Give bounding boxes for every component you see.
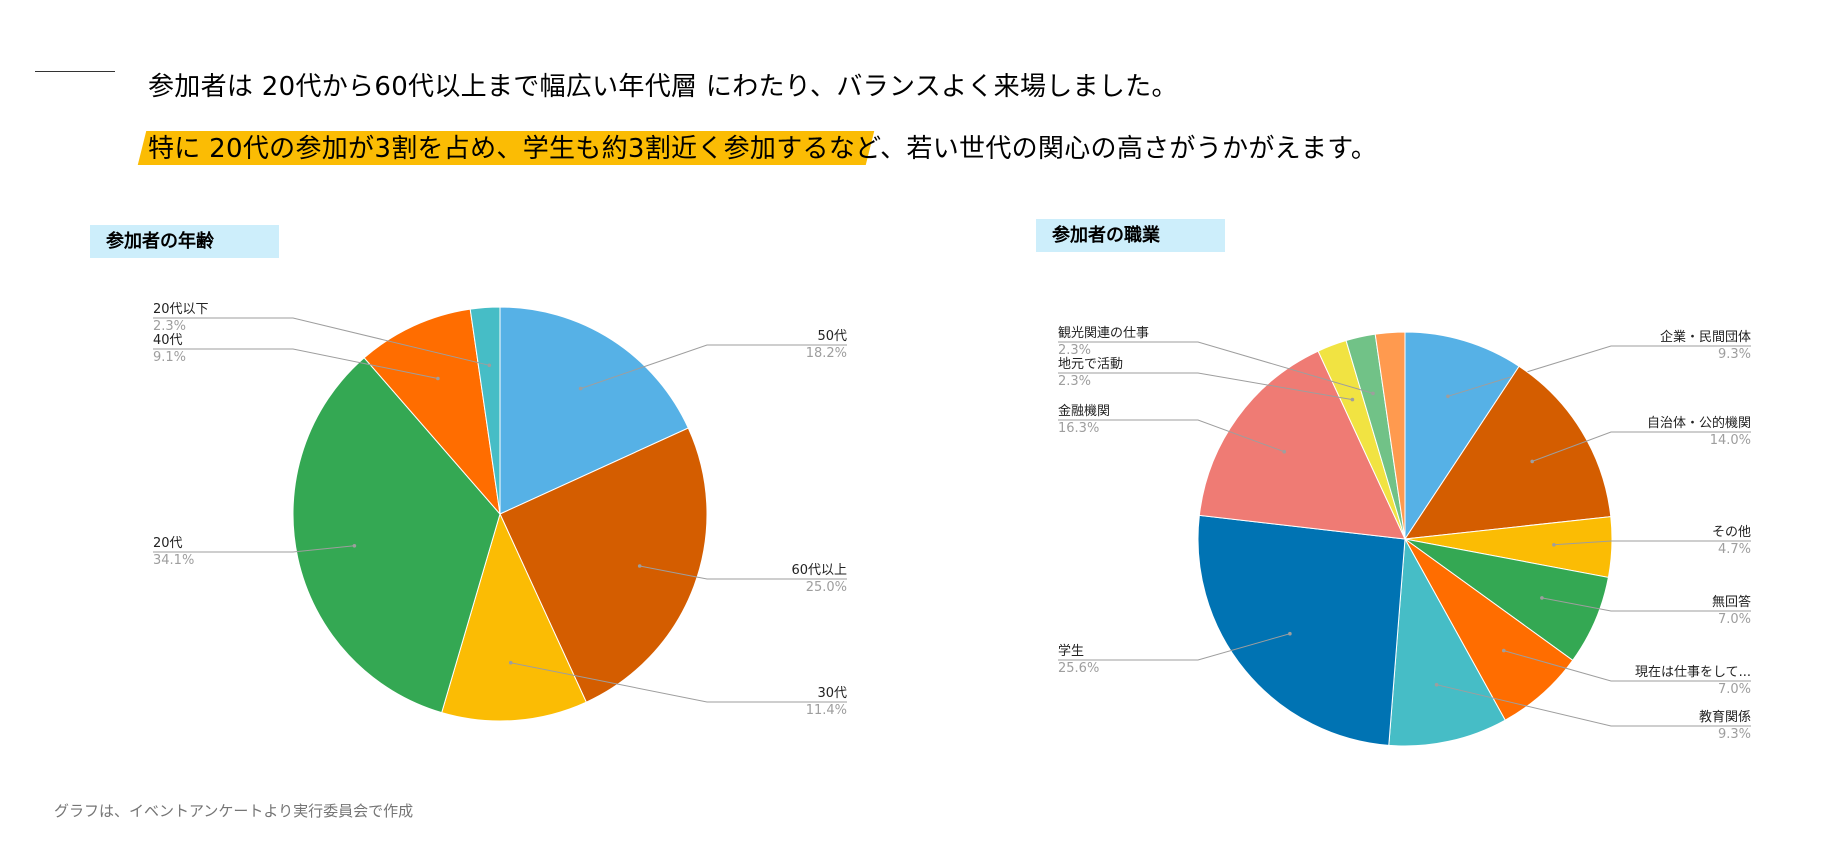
age-slice-0-leader-line (580, 344, 847, 390)
job-slice-7-label: 金融機関 (1058, 403, 1110, 419)
age-slice-3-leader-dot (352, 544, 357, 548)
age-slice-5-label: 20代以下 (153, 302, 209, 317)
age-slice-2-label: 30代 (817, 686, 847, 701)
age-slice-1-label: 60代以上 (791, 563, 847, 578)
age-slice-0 (499, 306, 689, 515)
job-slice-9-value-label: 2.3% (1058, 343, 1091, 358)
job-slice-3-leader-line (1541, 597, 1751, 612)
job-slice-1-label: 自治体・公的機関 (1647, 415, 1751, 431)
age-slice-5-leader-dot (487, 363, 492, 368)
job-slice-6-value-label: 25.6% (1058, 661, 1099, 676)
headline-line-1: 参加者は 20代から60代以上まで幅広い年代層 にわたり、バランスよく来場しまし… (148, 72, 1178, 102)
age-slice-1 (499, 427, 708, 703)
job-slice-8-value-label: 2.3% (1058, 374, 1091, 389)
job-slice-10 (1374, 331, 1406, 540)
job-slice-8-leader-dot (1350, 397, 1355, 402)
age-slice-1-value-label: 25.0% (806, 580, 847, 595)
age-slice-1-leader-line (639, 565, 847, 580)
job-slice-3-label: 無回答 (1712, 594, 1751, 610)
age-slice-2-leader-line (510, 662, 847, 703)
job-slice-7 (1198, 350, 1406, 540)
job-slice-6-leader-line (1058, 633, 1291, 661)
age-chart-title: 参加者の年齢 (90, 225, 279, 258)
job-slice-6-label: 学生 (1058, 643, 1084, 659)
job-slice-0-value-label: 9.3% (1718, 347, 1751, 362)
age-slice-0-label: 50代 (817, 329, 847, 344)
age-slice-3-leader-line (153, 545, 355, 553)
job-slice-9-leader-dot (1371, 391, 1375, 396)
age-slice-3-value-label: 34.1% (153, 553, 194, 568)
age-slice-4-label: 40代 (153, 333, 183, 348)
job-slice-4-label: 現在は仕事をして... (1635, 665, 1751, 680)
job-slice-0-label: 企業・民間団体 (1660, 329, 1751, 345)
job-slice-1 (1403, 365, 1612, 540)
job-slice-3-leader-dot (1540, 596, 1544, 600)
job-slice-2-value-label: 4.7% (1718, 542, 1751, 557)
job-slice-1-value-label: 14.0% (1710, 433, 1751, 448)
job-slice-5-leader-line (1436, 684, 1751, 727)
age-slice-0-value-label: 18.2% (806, 346, 847, 361)
job-slice-6 (1197, 514, 1406, 746)
age-slice-3 (292, 357, 501, 714)
job-slice-8-leader-line (1058, 372, 1353, 401)
age-slice-4-value-label: 9.1% (153, 350, 186, 365)
age-slice-4-leader-line (153, 348, 438, 379)
job-slice-0 (1404, 331, 1520, 541)
job-slice-4-leader-line (1503, 650, 1751, 682)
age-slice-0-leader-dot (578, 386, 583, 391)
job-slice-7-leader-dot (1282, 449, 1286, 454)
job-slice-9-leader-line (1058, 341, 1374, 394)
age-slice-1-leader-dot (637, 564, 642, 568)
age-slice-5 (469, 306, 501, 515)
age-slice-4 (363, 308, 501, 516)
headline-line-2: 特に 20代の参加が3割を占め、学生も約3割近く参加するなど、若い世代の関心の高… (148, 134, 1378, 164)
footnote: グラフは、イベントアンケートより実行委員会で作成 (54, 802, 414, 820)
age-slice-2-leader-dot (508, 660, 513, 665)
age-slice-4-leader-dot (436, 376, 440, 381)
decorative-rule (35, 71, 115, 72)
job-slice-4-leader-dot (1502, 648, 1506, 653)
job-slice-9-label: 観光関連の仕事 (1058, 326, 1149, 341)
job-slice-0-leader-line (1447, 345, 1751, 397)
job-slice-3-value-label: 7.0% (1718, 612, 1751, 627)
job-slice-8-label: 地元で活動 (1058, 357, 1123, 372)
job-slice-5-value-label: 9.3% (1718, 727, 1751, 742)
age-slice-5-value-label: 2.3% (153, 319, 186, 334)
age-slice-3-label: 20代 (153, 536, 183, 551)
job-slice-2-label: その他 (1712, 525, 1751, 540)
age-pie: 50代 18.2% 60代以上 25.0% 30代 11.4% 20代 34.1% 40代 9.1… (153, 302, 847, 722)
job-slice-7-value-label: 16.3% (1058, 421, 1099, 436)
job-slice-5-leader-dot (1434, 682, 1439, 687)
job-slice-0-leader-dot (1446, 394, 1450, 399)
job-slice-2-leader-line (1553, 540, 1751, 546)
job-slice-2-leader-dot (1552, 543, 1556, 547)
job-slice-4-value-label: 7.0% (1718, 682, 1751, 697)
job-pie: 企業・民間団体 9.3% 自治体・公的機関 14.0% その他 4.7% 無回答 7.0% 現在… (1058, 326, 1751, 747)
age-slice-5-leader-line (153, 317, 490, 366)
age-slice-2 (441, 512, 587, 722)
job-slice-5-label: 教育関係 (1699, 709, 1751, 725)
job-slice-7-leader-line (1058, 419, 1285, 453)
job-slice-1-leader-line (1532, 431, 1751, 462)
job-chart-title: 参加者の職業 (1036, 219, 1225, 252)
job-slice-1-leader-dot (1530, 459, 1534, 464)
age-slice-2-value-label: 11.4% (806, 703, 847, 718)
job-slice-6-leader-dot (1288, 631, 1292, 636)
